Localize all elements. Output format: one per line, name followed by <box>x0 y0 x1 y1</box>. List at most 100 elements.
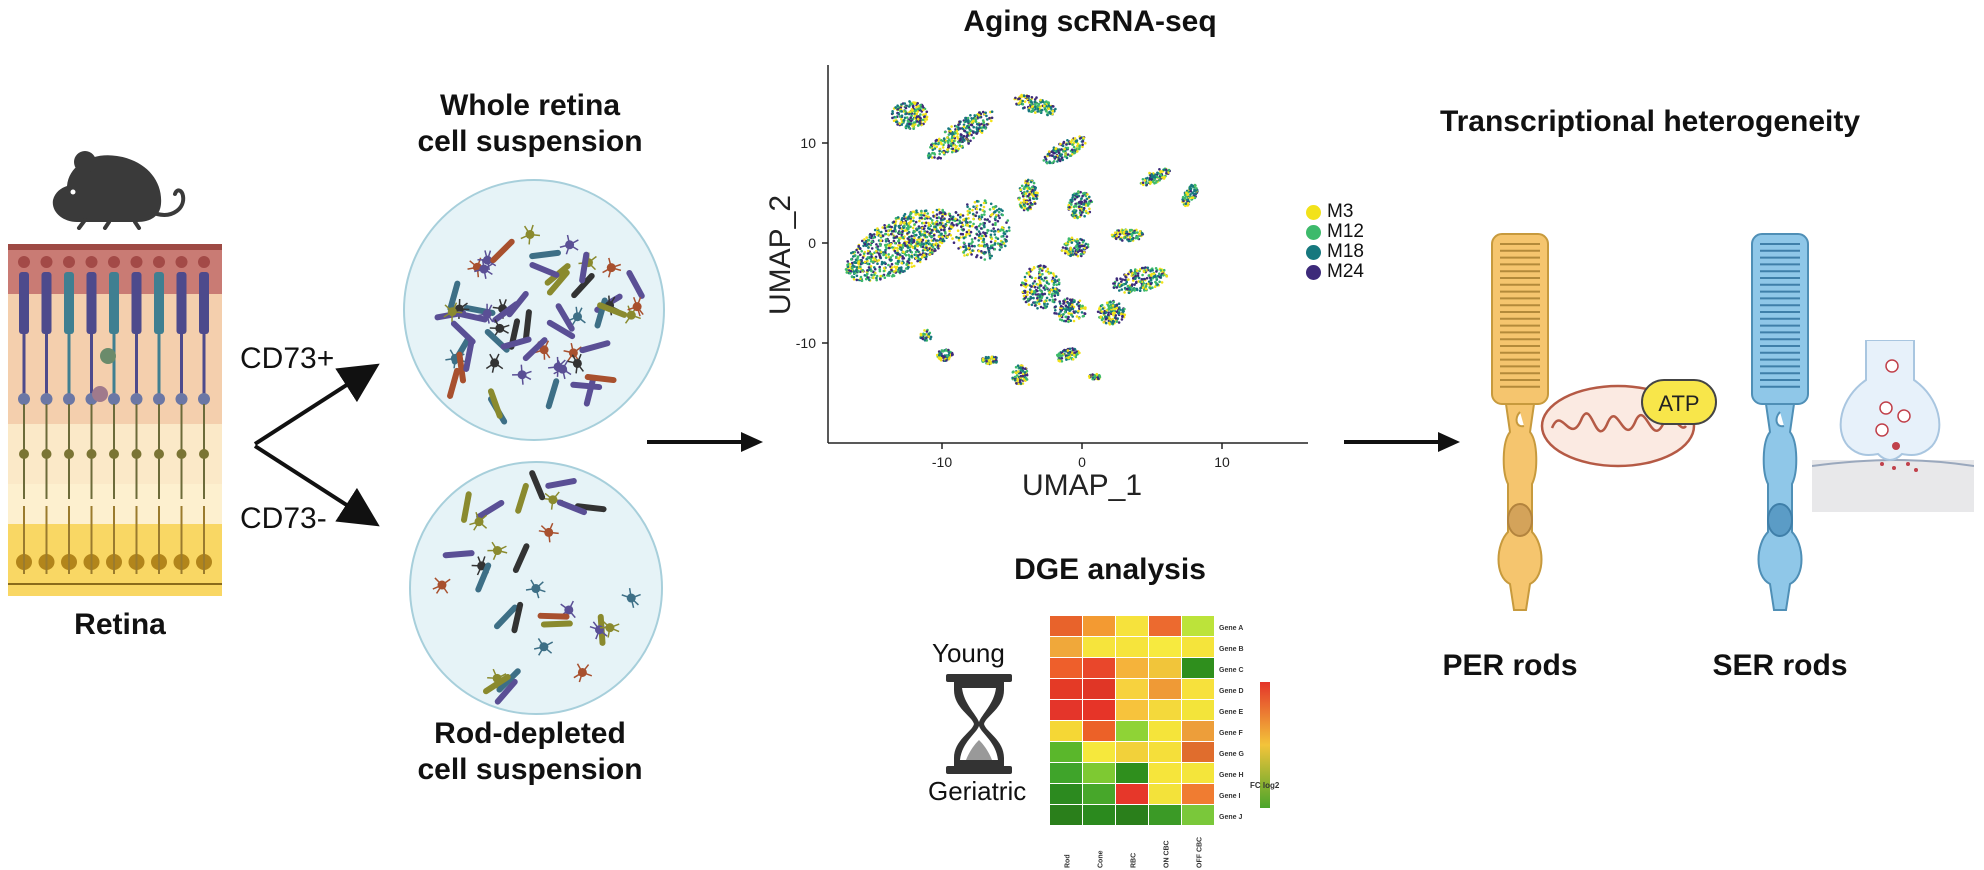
umap-point <box>967 232 971 235</box>
umap-point <box>1156 283 1159 286</box>
heatmap-cell <box>1149 679 1181 699</box>
umap-point <box>990 237 994 241</box>
umap-point <box>912 216 915 220</box>
umap-point <box>1024 192 1028 195</box>
umap-point <box>977 215 981 218</box>
rpe-cell <box>175 256 188 268</box>
umap-point <box>942 218 945 221</box>
dissociated-cell <box>564 605 574 615</box>
heatmap-cell <box>1149 805 1181 825</box>
umap-point <box>1077 190 1080 193</box>
umap-point <box>1021 195 1025 198</box>
umap-point <box>903 102 907 105</box>
umap-point <box>965 217 968 221</box>
umap-point <box>999 229 1002 232</box>
umap-point <box>872 233 876 236</box>
umap-point <box>1028 288 1032 291</box>
umap-point <box>1064 319 1068 323</box>
umap-point <box>978 126 981 129</box>
umap-point <box>970 238 974 241</box>
umap-point <box>937 235 941 238</box>
dissociated-cell <box>477 561 487 571</box>
umap-point <box>1020 184 1024 188</box>
umap-point <box>1191 196 1195 199</box>
umap-point <box>959 246 962 249</box>
umap-xlabel: UMAP_1 <box>1022 469 1142 502</box>
heatmap-cell <box>1182 616 1214 636</box>
umap-point <box>1031 188 1034 192</box>
umap-point <box>994 205 997 208</box>
umap-point <box>893 241 897 245</box>
rod-depleted-title: Rod-depleted cell suspension <box>417 717 643 786</box>
umap-point <box>937 208 941 211</box>
umap-point <box>905 263 908 266</box>
umap-point <box>1078 307 1081 310</box>
dissociated-cell <box>495 323 505 333</box>
umap-point <box>1050 154 1053 157</box>
umap-point <box>887 233 890 236</box>
dissociated-cell <box>555 303 575 332</box>
umap-point <box>898 241 901 245</box>
umap-point <box>925 118 929 121</box>
umap-point <box>1026 207 1029 211</box>
dissociated-cell <box>487 388 503 419</box>
umap-point <box>1046 153 1050 156</box>
umap-point <box>870 269 873 273</box>
dissociated-cell <box>454 304 464 314</box>
umap-point <box>1071 138 1074 142</box>
umap-point <box>874 258 877 262</box>
umap-point <box>965 230 969 234</box>
umap-point <box>1122 310 1125 313</box>
umap-point <box>1019 374 1023 378</box>
umap-point <box>963 129 966 132</box>
umap-point <box>1040 109 1043 112</box>
umap-point <box>1032 181 1036 185</box>
dissociated-cell <box>493 604 518 630</box>
heatmap-row-label: Gene G <box>1219 751 1244 758</box>
umap-point <box>917 257 921 261</box>
umap-point <box>1019 201 1023 204</box>
umap-point <box>1058 289 1061 292</box>
umap-point <box>1087 375 1091 378</box>
umap-point <box>1065 156 1069 160</box>
umap-point <box>869 260 873 263</box>
dissociated-cell <box>529 249 561 260</box>
heatmap-cell <box>1116 679 1148 699</box>
umap-point <box>890 268 893 272</box>
umap-point <box>1031 185 1034 189</box>
umap-point <box>979 237 983 240</box>
umap-point <box>1111 304 1115 307</box>
rpe-cell <box>63 256 75 268</box>
umap-point <box>1077 317 1081 320</box>
umap-point <box>881 234 885 237</box>
umap-point <box>1107 316 1111 320</box>
umap-point <box>990 116 994 120</box>
umap-point <box>934 139 938 143</box>
umap-point <box>1033 105 1037 109</box>
heatmap-cell <box>1050 784 1082 804</box>
umap-point <box>1058 149 1061 152</box>
umap-point <box>940 228 943 232</box>
dissociated-cell <box>482 309 492 319</box>
umap-point <box>875 233 879 236</box>
dissociated-cell <box>474 517 484 527</box>
umap-point <box>995 360 998 364</box>
umap-point <box>975 255 978 259</box>
umap-point <box>1031 282 1035 285</box>
umap-point <box>857 270 860 273</box>
umap-point <box>896 259 900 263</box>
umap-point <box>1060 360 1064 363</box>
umap-point <box>951 237 954 240</box>
umap-point <box>982 224 986 227</box>
umap-point <box>894 220 898 223</box>
umap-point <box>940 142 943 146</box>
umap-point <box>1132 277 1135 280</box>
umap-point <box>1149 278 1153 282</box>
umap-point <box>861 261 864 265</box>
umap-point <box>1057 151 1061 155</box>
umap-point <box>936 229 940 233</box>
umap-point <box>887 272 890 275</box>
rpe-cell <box>198 256 210 268</box>
umap-point <box>887 263 890 267</box>
umap-point <box>905 124 908 127</box>
